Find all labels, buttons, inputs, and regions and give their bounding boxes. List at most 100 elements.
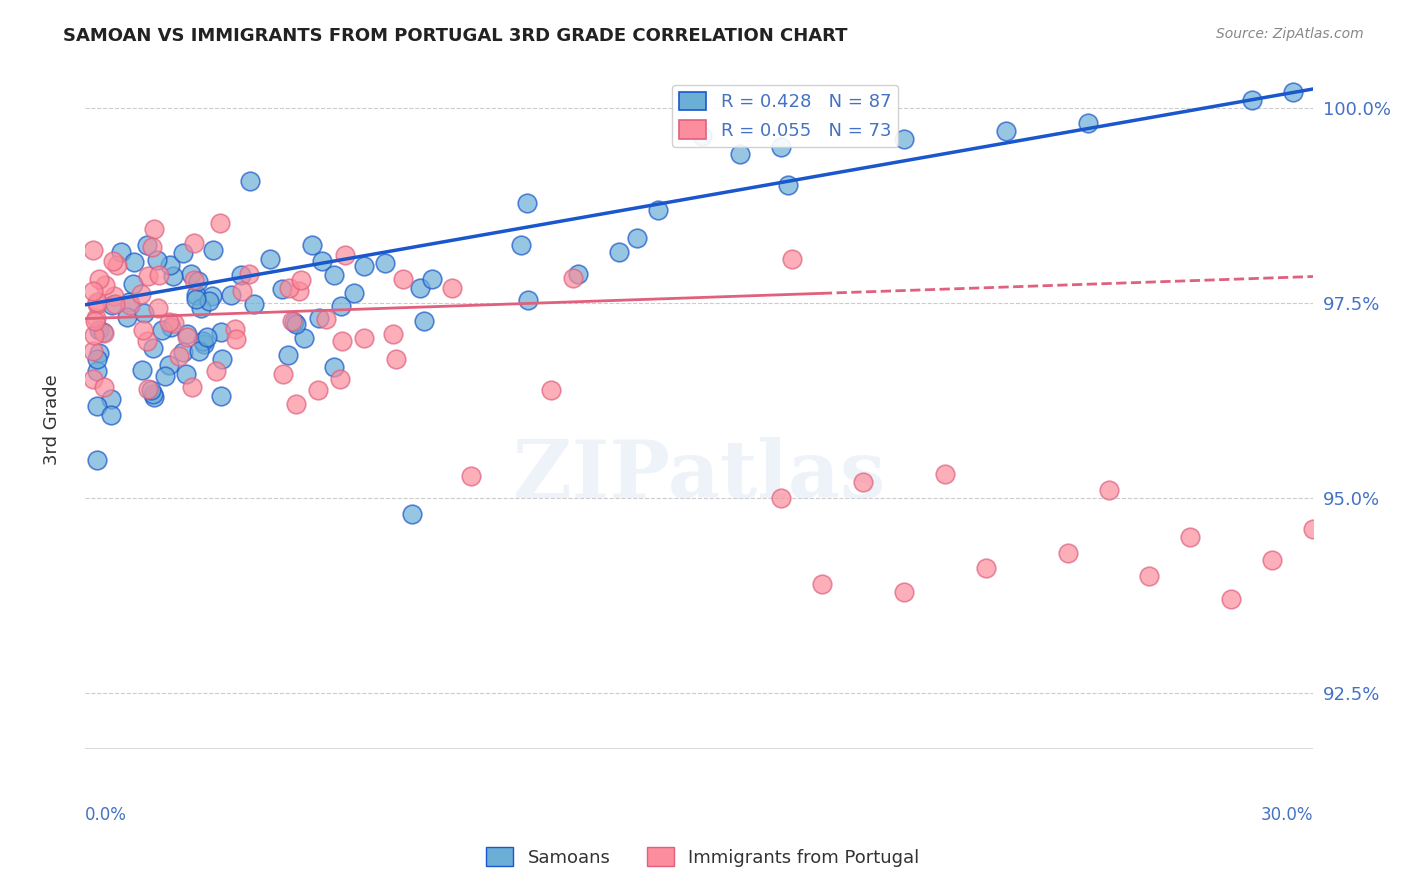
- Point: [780, 252, 803, 266]
- Text: SAMOAN VS IMMIGRANTS FROM PORTUGAL 3RD GRADE CORRELATION CHART: SAMOAN VS IMMIGRANTS FROM PORTUGAL 3RD G…: [63, 27, 848, 45]
- Point: [353, 259, 375, 273]
- Point: [283, 315, 305, 329]
- Point: [139, 384, 162, 398]
- Point: [188, 343, 211, 358]
- Point: [153, 368, 176, 383]
- Point: [567, 267, 589, 281]
- Legend: R = 0.428   N = 87, R = 0.055   N = 73: R = 0.428 N = 87, R = 0.055 N = 73: [672, 85, 898, 147]
- Point: [893, 584, 915, 599]
- Point: [132, 323, 155, 337]
- Point: [974, 561, 997, 575]
- Point: [100, 392, 122, 406]
- Point: [285, 397, 308, 411]
- Point: [510, 238, 533, 252]
- Point: [183, 235, 205, 250]
- Point: [142, 341, 165, 355]
- Point: [1180, 530, 1202, 544]
- Point: [516, 195, 538, 210]
- Point: [101, 253, 124, 268]
- Point: [115, 310, 138, 325]
- Point: [129, 287, 152, 301]
- Point: [101, 298, 124, 312]
- Point: [1097, 483, 1119, 497]
- Point: [231, 268, 253, 282]
- Point: [422, 271, 444, 285]
- Point: [167, 349, 190, 363]
- Point: [374, 256, 396, 270]
- Point: [219, 288, 242, 302]
- Point: [134, 306, 156, 320]
- Point: [136, 334, 159, 349]
- Point: [1240, 93, 1263, 107]
- Point: [176, 326, 198, 341]
- Point: [86, 400, 108, 414]
- Point: [163, 316, 186, 330]
- Point: [148, 301, 170, 316]
- Point: [401, 507, 423, 521]
- Point: [1281, 85, 1303, 99]
- Point: [934, 467, 956, 482]
- Point: [146, 252, 169, 267]
- Point: [118, 298, 141, 312]
- Point: [776, 178, 799, 192]
- Legend: Samoans, Immigrants from Portugal: Samoans, Immigrants from Portugal: [479, 840, 927, 874]
- Point: [82, 244, 104, 258]
- Point: [769, 139, 792, 153]
- Point: [285, 318, 308, 332]
- Point: [225, 332, 247, 346]
- Point: [288, 284, 311, 298]
- Point: [136, 237, 159, 252]
- Point: [385, 352, 408, 367]
- Point: [183, 273, 205, 287]
- Point: [647, 203, 669, 218]
- Point: [174, 368, 197, 382]
- Point: [209, 389, 232, 403]
- Point: [516, 293, 538, 308]
- Point: [184, 292, 207, 306]
- Point: [87, 271, 110, 285]
- Point: [626, 231, 648, 245]
- Point: [190, 301, 212, 315]
- Point: [208, 217, 231, 231]
- Point: [211, 351, 233, 366]
- Point: [110, 244, 132, 259]
- Point: [173, 246, 195, 260]
- Point: [86, 296, 108, 310]
- Point: [540, 383, 562, 397]
- Point: [335, 248, 357, 262]
- Point: [87, 345, 110, 359]
- Point: [89, 323, 111, 337]
- Point: [561, 270, 583, 285]
- Point: [195, 329, 218, 343]
- Point: [122, 254, 145, 268]
- Point: [201, 243, 224, 257]
- Point: [271, 368, 294, 382]
- Point: [201, 289, 224, 303]
- Point: [281, 314, 304, 328]
- Point: [409, 281, 432, 295]
- Point: [1056, 545, 1078, 559]
- Point: [238, 267, 260, 281]
- Point: [277, 348, 299, 362]
- Point: [343, 285, 366, 300]
- Point: [209, 325, 232, 339]
- Point: [311, 253, 333, 268]
- Point: [329, 299, 352, 313]
- Point: [231, 284, 253, 298]
- Point: [1302, 522, 1324, 536]
- Point: [82, 372, 104, 386]
- Point: [187, 274, 209, 288]
- Point: [769, 491, 792, 505]
- Point: [93, 380, 115, 394]
- Point: [811, 576, 834, 591]
- Point: [136, 382, 159, 396]
- Point: [301, 238, 323, 252]
- Point: [315, 312, 337, 326]
- Point: [728, 147, 751, 161]
- Point: [157, 315, 180, 329]
- Point: [198, 293, 221, 308]
- Point: [91, 325, 114, 339]
- Point: [322, 268, 344, 282]
- Point: [224, 322, 246, 336]
- Point: [141, 240, 163, 254]
